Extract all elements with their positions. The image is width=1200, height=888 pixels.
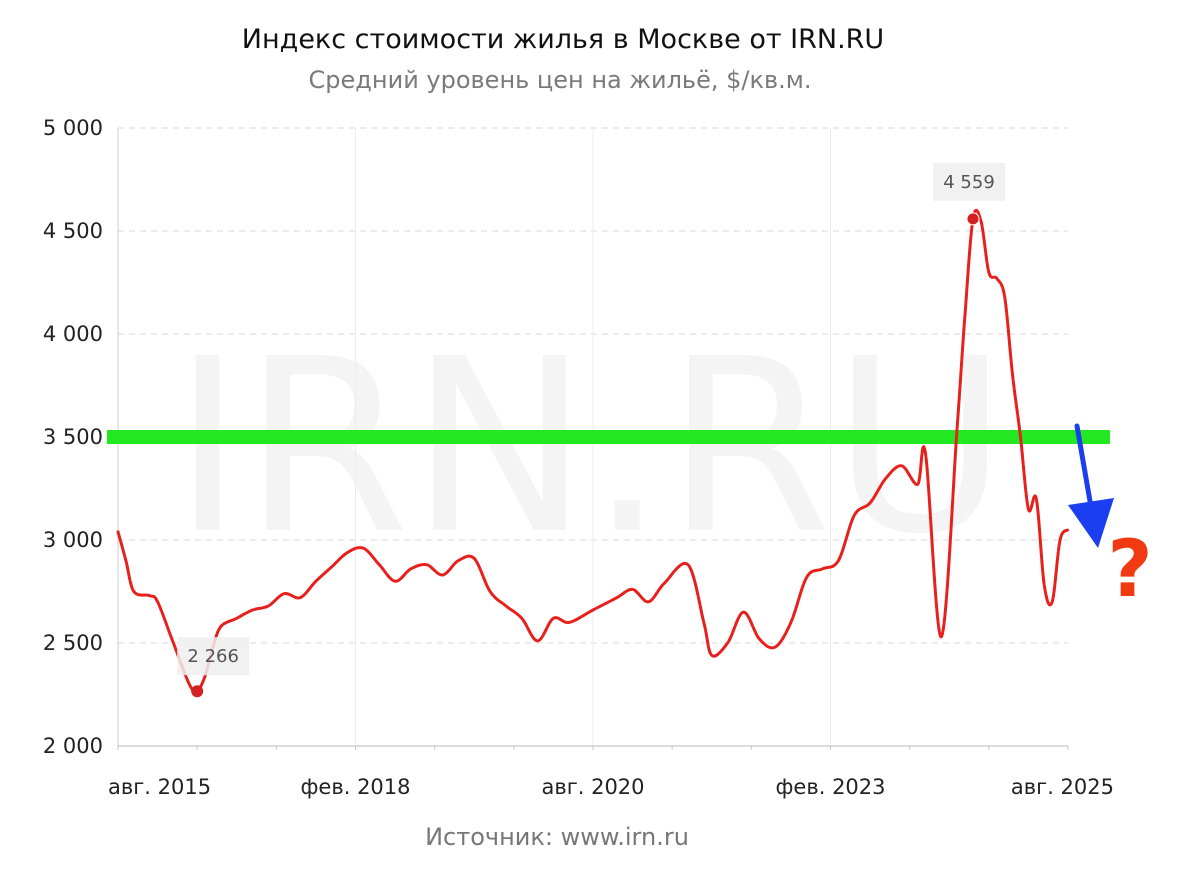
watermark: IRN.RU [172,307,1008,587]
x-tick-label: авг. 2020 [541,775,644,799]
y-tick-label: 4 000 [43,322,103,346]
reference-line [107,430,1110,444]
y-tick-label: 5 000 [43,116,103,140]
x-tick-label: фев. 2018 [300,775,410,799]
series-layer [116,208,1070,694]
question-mark: ? [1107,525,1152,615]
down-arrow-shaft [1074,423,1094,510]
y-tick-label: 2 000 [43,734,103,758]
overlay-arrow-layer: ? [1068,423,1153,615]
data-label: 2 266 [187,646,239,667]
data-point-marker [191,685,204,698]
annotations: 2 266 4 559 [177,162,1005,698]
x-tick-label: фев. 2023 [775,775,885,799]
data-label-box [933,162,1005,201]
y-tick-label: 2 500 [43,631,103,655]
data-label: 4 559 [943,172,995,193]
chart-subtitle: Средний уровень цен на жильё, $/кв.м. [309,66,812,94]
data-point-marker [966,212,980,226]
chart-title: Индекс стоимости жилья в Москве от IRN.R… [242,24,884,55]
y-tick-label: 3 500 [43,425,103,449]
y-tick-label: 4 500 [43,219,103,243]
reference-line-layer [107,430,1110,444]
y-tick-label: 3 000 [43,528,103,552]
x-tick-label: авг. 2015 [108,775,211,799]
axes: 2 000 2 500 3 000 3 500 4 000 4 500 5 000 авг. … [43,116,1114,799]
source-note: Источник: www.irn.ru [425,823,689,851]
series-line [116,208,1070,694]
x-tick-label: авг. 2025 [1011,775,1114,799]
down-arrow-head [1068,498,1114,548]
data-label-box [177,637,250,676]
